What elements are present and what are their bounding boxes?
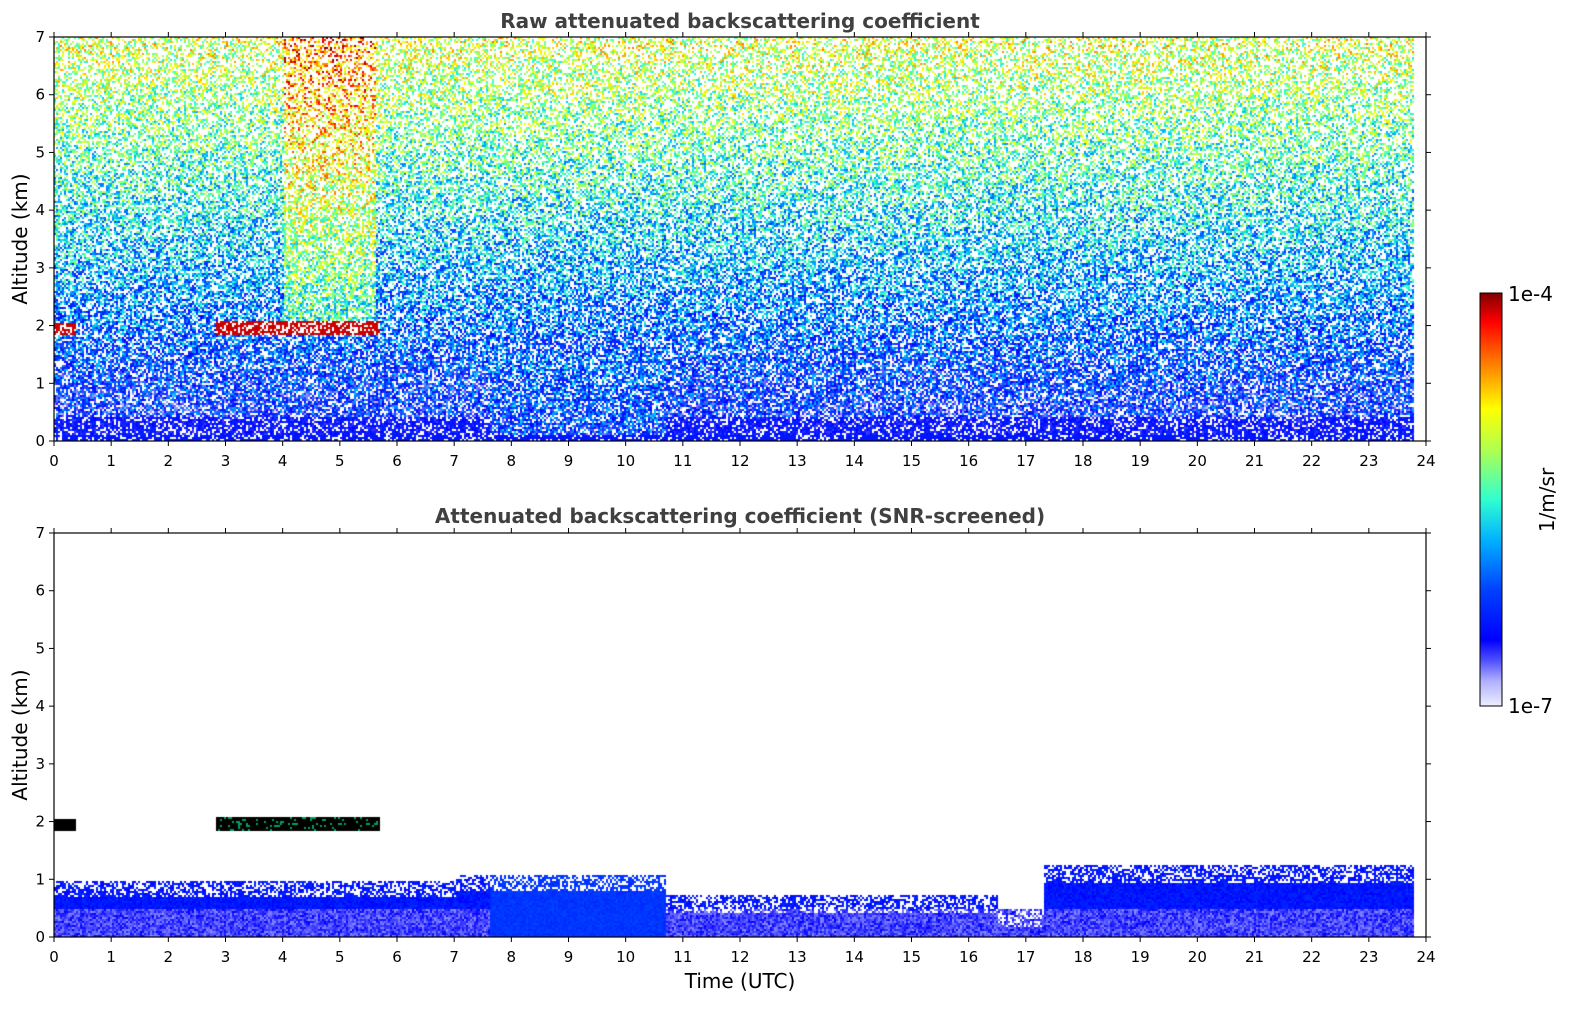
x-tick-label: 23	[1359, 452, 1378, 470]
x-tick-label: 19	[1131, 452, 1150, 470]
panel-screened-heatmap	[54, 533, 1426, 937]
x-tick-label: 3	[221, 948, 231, 966]
panel-raw-ylabel: Altitude (km)	[8, 173, 32, 304]
panel-screened-title: Attenuated backscattering coefficient (S…	[435, 504, 1045, 528]
y-tick-label: 6	[35, 582, 45, 600]
x-tick-label: 20	[1188, 452, 1207, 470]
panel-screened-ylabel: Altitude (km)	[8, 669, 32, 800]
x-tick-label: 1	[106, 948, 116, 966]
x-tick-label: 14	[845, 452, 864, 470]
x-tick-label: 4	[278, 452, 288, 470]
x-tick-label: 19	[1131, 948, 1150, 966]
x-tick-label: 9	[564, 452, 574, 470]
y-tick-label: 0	[35, 432, 45, 450]
x-tick-label: 16	[959, 948, 978, 966]
x-tick-label: 7	[449, 948, 459, 966]
x-tick-label: 21	[1245, 948, 1264, 966]
x-tick-label: 17	[1016, 948, 1035, 966]
panel-raw-title: Raw attenuated backscattering coefficien…	[500, 9, 980, 33]
x-tick-label: 11	[673, 948, 692, 966]
y-tick-label: 3	[35, 259, 45, 277]
x-tick-label: 12	[730, 452, 749, 470]
y-tick-label: 7	[35, 524, 45, 542]
x-tick-label: 6	[392, 948, 402, 966]
panel-screened-axes: 0 1 2 3 4 5 6 7 8 9 10 11 12 13 14 15 16 17 18 19 20 21 22 23 24…	[35, 524, 1435, 966]
panel-raw: Raw attenuated backscattering coefficien…	[8, 9, 1436, 470]
x-tick-label: 7	[449, 452, 459, 470]
x-tick-label: 10	[616, 452, 635, 470]
x-tick-label: 6	[392, 452, 402, 470]
colorbar-unit-label: 1/m/sr	[1535, 467, 1559, 532]
colorbar: 1e-4 1e-7 1/m/sr	[1479, 282, 1559, 718]
x-tick-label: 2	[164, 948, 174, 966]
x-tick-label: 13	[788, 948, 807, 966]
panel-raw-axes: 0 1 2 3 4 5 6 7 8 9 10 11 12 13 14 15 16 17 18 19 20 21 22 23 24…	[35, 28, 1435, 470]
x-tick-label: 0	[49, 452, 59, 470]
x-tick-label: 20	[1188, 948, 1207, 966]
x-tick-label: 23	[1359, 948, 1378, 966]
colorbar-min-label: 1e-7	[1508, 694, 1553, 718]
x-tick-label: 15	[902, 948, 921, 966]
x-tick-label: 13	[788, 452, 807, 470]
panel-screened: Attenuated backscattering coefficient (S…	[8, 504, 1436, 993]
y-tick-label: 3	[35, 755, 45, 773]
y-tick-label: 5	[35, 143, 45, 161]
x-tick-label: 8	[507, 948, 517, 966]
x-tick-label: 17	[1016, 452, 1035, 470]
y-tick-label: 1	[35, 870, 45, 888]
colorbar-max-label: 1e-4	[1508, 282, 1553, 306]
x-tick-label: 24	[1416, 948, 1435, 966]
x-tick-label: 10	[616, 948, 635, 966]
x-tick-label: 5	[335, 452, 345, 470]
heatmap-image	[54, 37, 1426, 441]
y-tick-label: 6	[35, 86, 45, 104]
x-tick-label: 4	[278, 948, 288, 966]
x-tick-label: 24	[1416, 452, 1435, 470]
y-tick-label: 5	[35, 639, 45, 657]
panel-screened-xlabel: Time (UTC)	[684, 969, 796, 993]
x-tick-label: 12	[730, 948, 749, 966]
x-tick-label: 18	[1073, 452, 1092, 470]
y-tick-label: 2	[35, 317, 45, 335]
x-tick-label: 15	[902, 452, 921, 470]
x-tick-label: 21	[1245, 452, 1264, 470]
x-tick-label: 14	[845, 948, 864, 966]
x-tick-label: 5	[335, 948, 345, 966]
x-tick-label: 9	[564, 948, 574, 966]
y-tick-label: 2	[35, 813, 45, 831]
x-tick-label: 22	[1302, 452, 1321, 470]
x-tick-label: 8	[507, 452, 517, 470]
colorbar-gradient	[1479, 292, 1503, 707]
heatmap-image	[54, 533, 1426, 937]
x-tick-label: 1	[106, 452, 116, 470]
x-tick-label: 16	[959, 452, 978, 470]
y-tick-label: 1	[35, 374, 45, 392]
x-tick-label: 11	[673, 452, 692, 470]
x-tick-label: 2	[164, 452, 174, 470]
x-tick-label: 18	[1073, 948, 1092, 966]
x-tick-label: 0	[49, 948, 59, 966]
x-tick-label: 3	[221, 452, 231, 470]
panel-raw-heatmap	[54, 37, 1426, 441]
x-tick-label: 22	[1302, 948, 1321, 966]
y-tick-label: 4	[35, 201, 45, 219]
y-tick-label: 0	[35, 928, 45, 946]
y-tick-label: 7	[35, 28, 45, 46]
y-tick-label: 4	[35, 697, 45, 715]
